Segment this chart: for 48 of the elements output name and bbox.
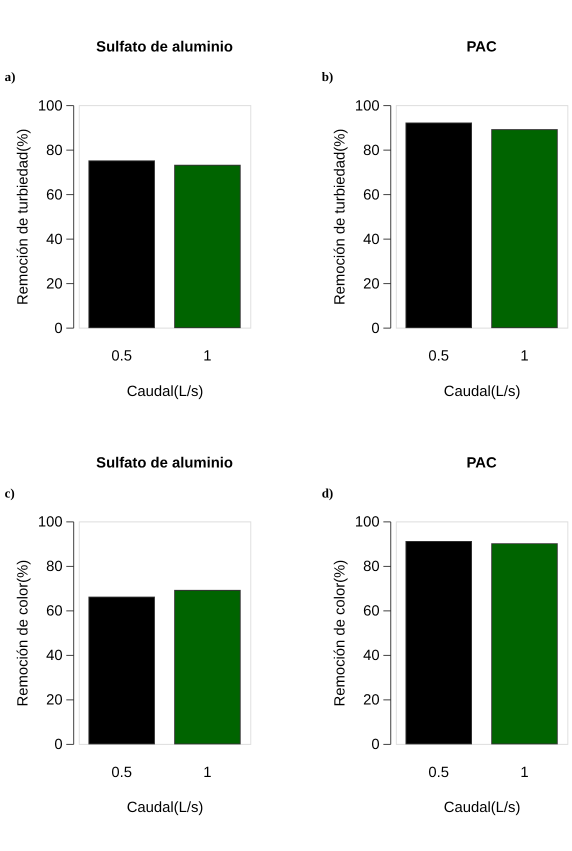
y-tick-label: 0 <box>54 737 63 754</box>
y-tick-label: 60 <box>363 187 380 204</box>
x-tick-label: 0.5 <box>111 348 132 365</box>
x-tick-label: 0.5 <box>111 764 132 781</box>
x-tick-label: 1 <box>520 764 529 781</box>
x-tick-label: 0.5 <box>428 348 450 365</box>
y-axis-title: Remoción de turbiedad(%) <box>16 128 32 306</box>
text: b) <box>322 69 334 84</box>
y-tick-label: 40 <box>363 648 380 664</box>
text: a) <box>4 69 16 84</box>
y-tick-label: 40 <box>46 232 63 248</box>
y-tick-label: 100 <box>354 98 380 114</box>
y-tick-label: 80 <box>363 559 380 576</box>
x-tick-label: 0.5 <box>428 764 450 781</box>
y-tick-label: 0 <box>371 737 380 754</box>
y-tick-label: 60 <box>46 604 63 620</box>
chart-title: PAC <box>466 456 497 472</box>
y-axis-title: Remoción de color(%) <box>16 560 32 706</box>
x-axis-title: Caudal(L/s) <box>126 800 204 816</box>
chart-title: PAC <box>466 39 497 56</box>
x-axis-title: Caudal(L/s) <box>444 800 520 816</box>
x-axis-title: Caudal(L/s) <box>444 384 520 400</box>
y-tick-label: 0 <box>371 320 380 337</box>
y-tick-label: 20 <box>363 276 380 292</box>
y-axis-title: Remoción de turbiedad(%) <box>332 128 349 306</box>
y-tick-label: 100 <box>38 514 63 531</box>
y-tick-label: 80 <box>46 559 63 576</box>
text: d) <box>322 485 334 500</box>
y-tick-label: 80 <box>363 142 380 159</box>
text: c) <box>4 485 15 500</box>
chart-title: Sulfato de aluminio <box>96 456 233 472</box>
y-tick-label: 60 <box>363 604 380 620</box>
x-axis-title: Caudal(L/s) <box>126 384 204 400</box>
y-tick-label: 20 <box>46 692 63 709</box>
y-tick-label: 20 <box>46 276 63 292</box>
y-tick-label: 0 <box>54 320 63 337</box>
y-tick-label: 20 <box>363 692 380 709</box>
x-tick-label: 1 <box>520 348 529 365</box>
y-tick-label: 100 <box>354 514 380 531</box>
x-tick-label: 1 <box>203 348 212 365</box>
chart-title: Sulfato de aluminio <box>96 39 233 56</box>
y-tick-label: 40 <box>363 232 380 248</box>
y-tick-label: 60 <box>46 187 63 204</box>
y-tick-label: 100 <box>38 98 63 114</box>
y-tick-label: 80 <box>46 142 63 159</box>
x-tick-label: 1 <box>203 764 212 781</box>
y-tick-label: 40 <box>46 648 63 664</box>
y-axis-title: Remoción de color(%) <box>332 560 349 706</box>
